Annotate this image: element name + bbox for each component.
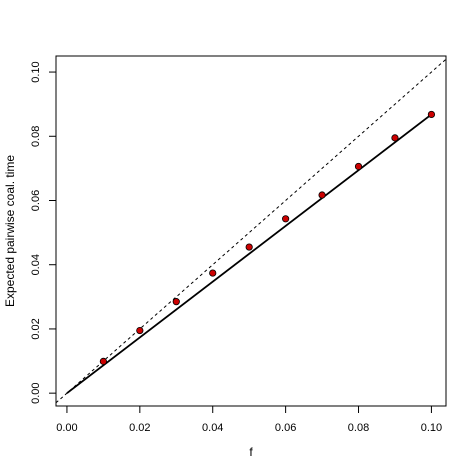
x-axis: 0.00 0.02 0.04 0.06 0.08 0.10 (56, 405, 442, 434)
data-point (172, 298, 180, 306)
fitted-line (66, 113, 432, 394)
y-tick-label: 0.08 (30, 126, 42, 147)
x-tick-label: 0.08 (348, 422, 369, 434)
x-tick-label: 0.04 (202, 422, 223, 434)
x-tick-label: 0.06 (275, 422, 296, 434)
x-axis-label: f (249, 445, 253, 459)
fit-line-layer (66, 113, 432, 394)
y-tick-label: 0.02 (30, 318, 42, 339)
data-point (427, 110, 436, 119)
data-point (99, 357, 107, 365)
y-tick-label: 0.04 (30, 254, 42, 275)
data-point (318, 191, 326, 199)
x-tick-label: 0.10 (421, 422, 442, 434)
y-tick-label: 0.00 (30, 382, 42, 403)
plot-frame (55, 55, 447, 407)
data-point (209, 269, 217, 277)
y-axis: 0.00 0.02 0.04 0.06 0.08 0.10 (30, 61, 57, 404)
data-point (391, 134, 399, 142)
x-tick-label: 0.02 (129, 422, 150, 434)
data-point (136, 326, 144, 335)
points-layer (99, 110, 436, 365)
y-axis-label: Expected pairwise coal. time (3, 155, 17, 307)
data-point (245, 243, 253, 251)
x-tick-label: 0.00 (56, 422, 77, 434)
data-point (282, 215, 290, 223)
reference-line-layer (55, 58, 447, 404)
identity-reference-line (55, 58, 447, 404)
y-tick-label: 0.06 (30, 190, 42, 211)
data-point (354, 162, 363, 171)
y-tick-label: 0.10 (30, 61, 42, 82)
